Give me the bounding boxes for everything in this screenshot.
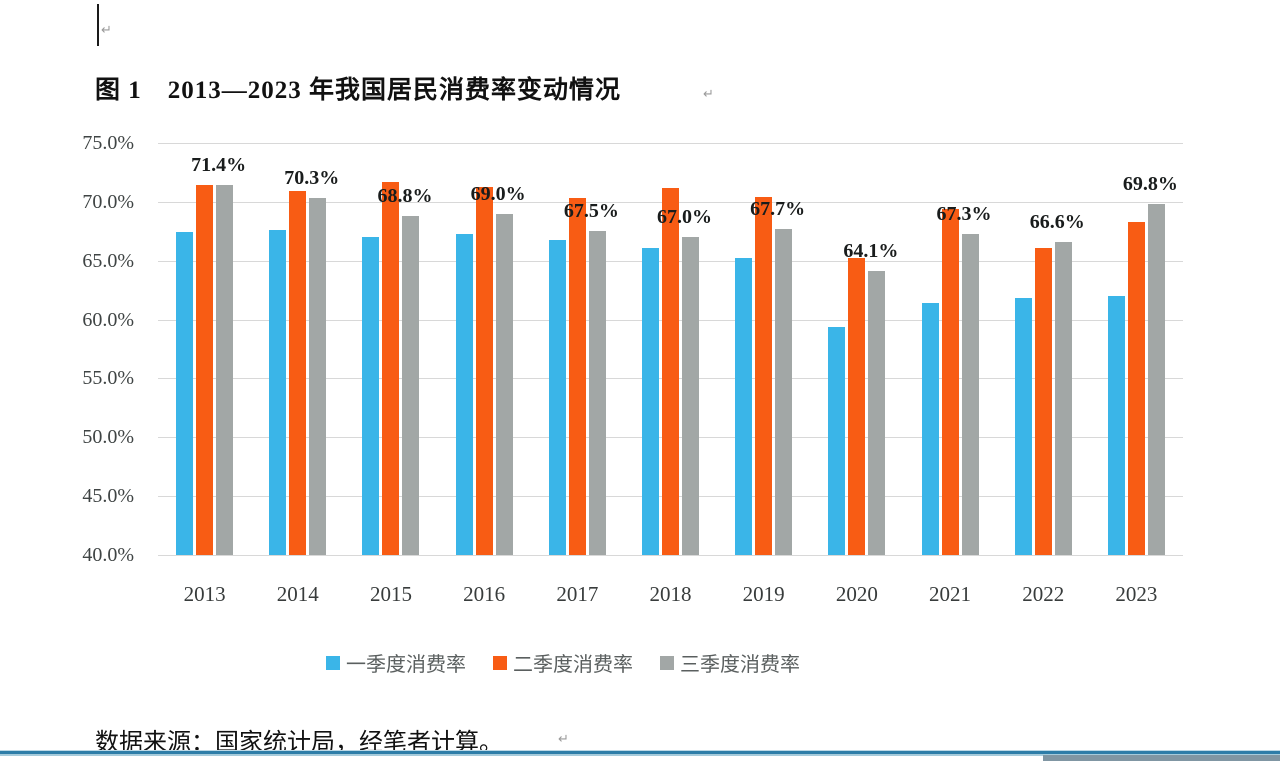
bar-value-label: 68.8% [377,184,433,207]
x-axis-tick-label: 2020 [835,582,878,606]
legend-item-q3: 三季度消费率 [660,648,800,677]
x-axis-tick-label: 2014 [276,582,319,606]
y-axis-tick-label: 60.0% [82,308,134,331]
bar-q2-2017 [568,198,586,555]
bar-chart-canvas[interactable]: 75.0% 70.0% 65.0% 60.0% 55.0% 50.0% 45.0% 40.0%… [0,120,1280,620]
legend-label-q3: 三季度消费率 [680,654,800,676]
bar-q3-2022 [1054,241,1072,555]
bar-value-label: 67.7% [750,197,806,220]
bar-q3-2017 [588,231,606,555]
bar-q2-2022 [1034,247,1052,555]
legend-swatch-q1-icon [326,655,340,670]
paragraph-mark: ↵ [101,23,112,38]
bar-q2-2021 [941,208,959,555]
text-frame-border [0,750,1280,756]
bar-value-label: 66.6% [1029,210,1085,233]
bar-q1-2019 [735,258,753,555]
bar-q1-2022 [1014,298,1032,555]
y-axis-tick-label: 65.0% [82,249,134,272]
x-axis-tick-label: 2023 [1115,582,1158,606]
bar-q3-2019 [775,228,793,555]
bar-q3-2015 [402,215,420,555]
bar-q1-2015 [362,237,380,555]
bar-q1-2013 [176,232,194,555]
x-axis-tick-label: 2021 [929,582,972,606]
bar-q3-2013 [216,185,234,555]
bar-value-label: 67.3% [936,202,992,225]
bar-value-label: 64.1% [843,240,899,263]
bar-q1-2021 [921,303,939,555]
bar-q1-2020 [828,326,846,555]
x-axis-tick-label: 2019 [742,582,785,606]
legend-label-q2: 二季度消费率 [513,654,633,676]
bar-value-label: 67.5% [563,200,619,223]
x-axis-tick-label: 2016 [463,582,506,606]
paragraph-mark: ↵ [703,87,714,102]
bar-q2-2013 [196,185,214,555]
bar-q2-2023 [1127,221,1145,555]
bar-q2-2018 [662,187,679,555]
bar-value-label: 70.3% [284,167,340,190]
bar-value-label: 69.8% [1122,173,1178,196]
x-axis-tick-label: 2022 [1022,582,1065,606]
gridline [158,143,1183,144]
x-axis-tick-label: 2015 [369,582,412,606]
legend-label-q1: 一季度消费率 [346,654,466,676]
legend-swatch-q2-icon [493,655,507,670]
bar-value-label: 71.4% [191,154,247,177]
legend-item-q1: 一季度消费率 [326,648,466,677]
text-cursor [97,4,99,46]
y-axis-tick-label: 70.0% [82,190,134,213]
bar-q3-2014 [309,198,327,555]
bar-q3-2016 [495,213,513,555]
x-axis-tick-label: 2018 [649,582,692,606]
x-axis-tick-label: 2013 [183,582,226,606]
bar-q1-2014 [269,230,287,555]
paragraph-mark: ↵ [558,732,569,747]
bar-q2-2016 [475,186,493,555]
bar-q2-2019 [755,197,773,555]
bar-q3-2020 [868,271,886,555]
bar-q3-2021 [961,233,979,555]
bar-q2-2015 [382,181,400,555]
gridline [158,555,1183,556]
bar-value-label: 67.0% [657,206,712,229]
legend-item-q2: 二季度消费率 [493,648,633,677]
x-axis-tick-label: 2017 [556,582,599,606]
bar-q3-2023 [1147,204,1165,555]
y-axis-tick-label: 55.0% [82,367,134,390]
bar-q3-2018 [682,237,699,555]
bar-q1-2018 [642,247,659,555]
bar-q2-2014 [289,191,307,555]
bar-q2-2020 [848,258,866,555]
figure-title: 图 1 2013—2023 年我国居民消费率变动情况 [95,77,622,104]
y-axis-tick-label: 75.0% [82,132,134,154]
bar-q1-2017 [548,239,566,555]
chart-legend: 一季度消费率 二季度消费率 三季度消费率 [326,648,800,677]
bar-q1-2016 [455,233,473,555]
bar-q1-2023 [1107,296,1125,555]
bar-value-label: 69.0% [470,182,526,205]
horizontal-scrollbar-fragment[interactable] [1043,755,1280,761]
y-axis-tick-label: 40.0% [82,544,134,566]
y-axis-tick-label: 50.0% [82,426,134,449]
legend-swatch-q3-icon [660,655,674,670]
y-axis-tick-label: 45.0% [82,485,134,508]
